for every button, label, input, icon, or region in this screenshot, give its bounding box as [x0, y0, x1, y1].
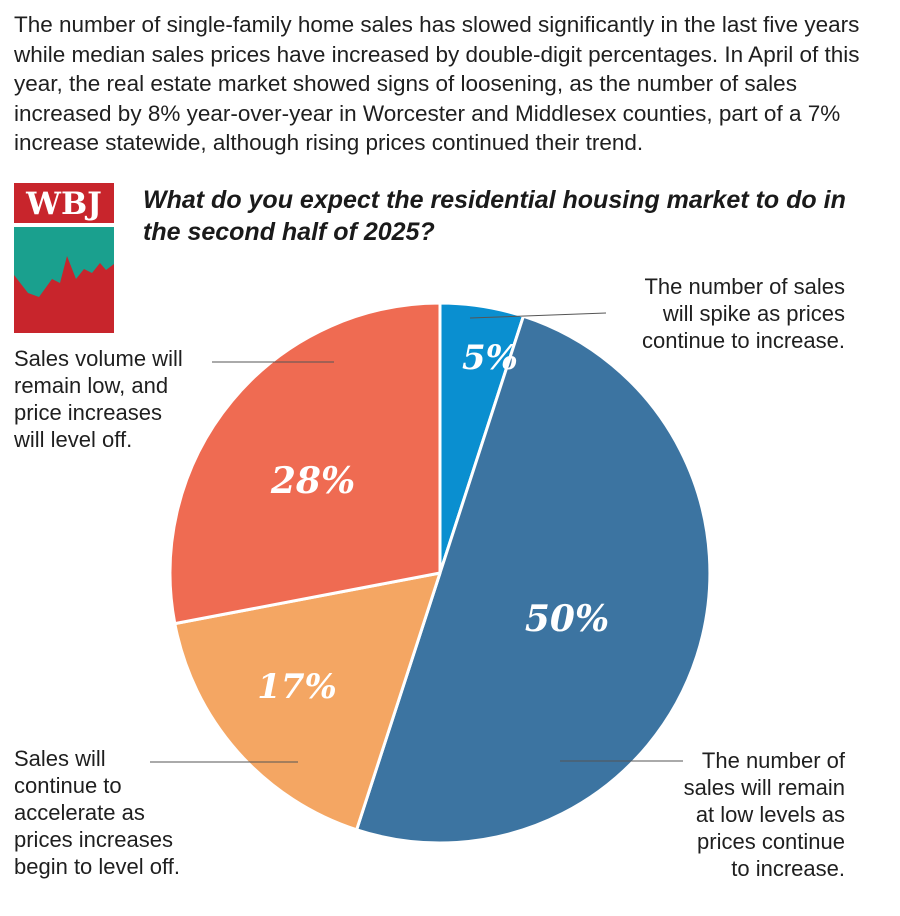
leader-line-0 [469, 312, 607, 319]
intro-paragraph: The number of single-family home sales h… [14, 12, 860, 155]
slice-percent-label-3: 28% [270, 460, 355, 502]
slice-percent-label-1: 50% [525, 598, 609, 640]
pie-slice-3 [168, 301, 442, 626]
logo-red-band [14, 183, 114, 223]
slice-percent-label-2: 17% [257, 667, 337, 707]
slice-description-2: Sales will continue to accelerate as pri… [14, 746, 180, 879]
slice-percent-label-0: 5% [462, 338, 518, 378]
pie-slice-1 [355, 314, 712, 845]
wbj-logo: WBJ [14, 183, 114, 333]
slice-description-0: The number of sales will spike as prices… [641, 274, 845, 353]
logo-chart-line [14, 256, 114, 333]
logo-text: WBJ [25, 186, 102, 222]
slice-description-1: The number of sales will remain at low l… [683, 748, 845, 881]
chart-title: What do you expect the residential housi… [143, 186, 846, 246]
slice-description-3: Sales volume will remain low, and price … [14, 346, 183, 452]
pie-slice-2 [173, 571, 442, 832]
